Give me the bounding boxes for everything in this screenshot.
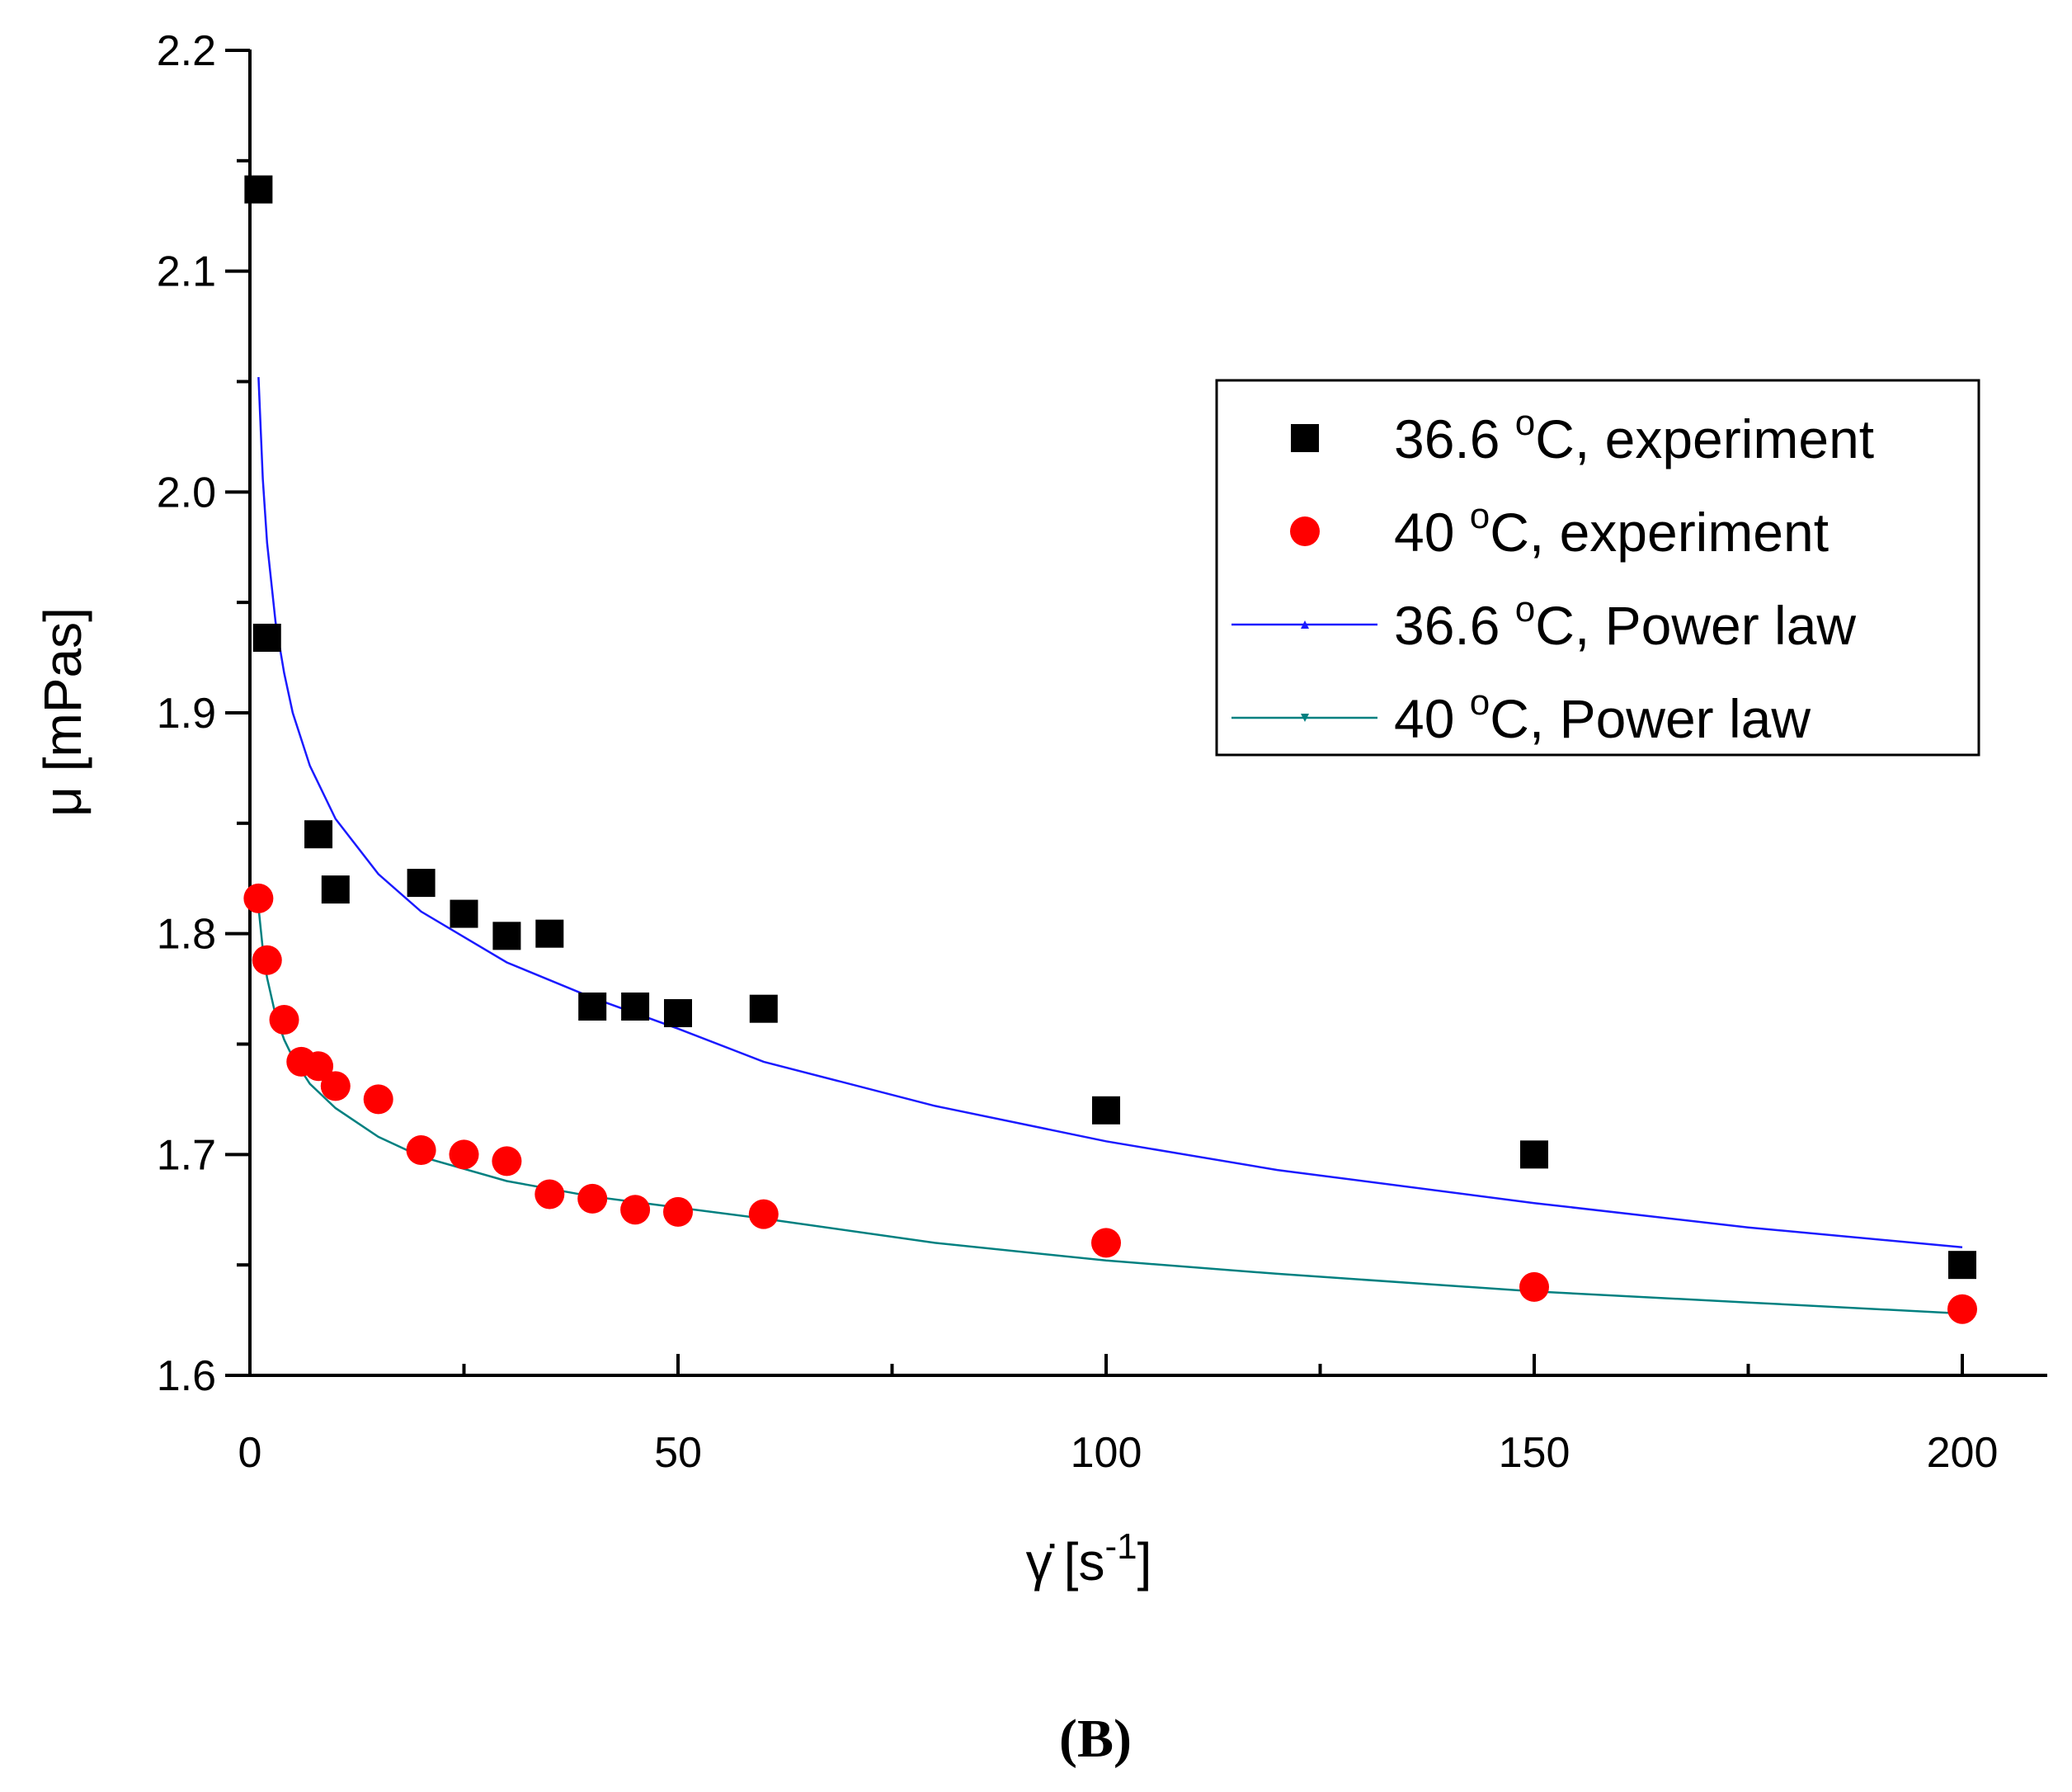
x-tick-label: 200 bbox=[1927, 1429, 1999, 1477]
y-tick-label: 2.2 bbox=[157, 27, 216, 75]
y-tick-label: 1.7 bbox=[157, 1131, 216, 1179]
data-point-circle bbox=[252, 945, 282, 975]
legend-label: 40 oC, Power law bbox=[1394, 682, 1811, 749]
legend-marker bbox=[1301, 620, 1309, 629]
x-tick-label: 100 bbox=[1071, 1429, 1142, 1477]
data-point-circle bbox=[449, 1139, 479, 1170]
legend-label: 36.6 oC, Power law bbox=[1394, 589, 1856, 656]
data-point-square bbox=[578, 992, 607, 1021]
legend-label-main: 36.6 bbox=[1394, 595, 1515, 656]
legend-label-rest: C, Power law bbox=[1535, 595, 1856, 656]
x-axis-label: γ̇ [s-1] bbox=[1026, 1526, 1152, 1592]
legend-marker bbox=[1291, 424, 1319, 452]
legend-label-degree: o bbox=[1515, 403, 1535, 443]
y-tick-label: 2.0 bbox=[157, 469, 216, 516]
legend-label-rest: C, experiment bbox=[1535, 408, 1874, 469]
y-tick-label: 1.9 bbox=[157, 690, 216, 738]
legend-label-degree: o bbox=[1515, 589, 1535, 630]
data-point-circle bbox=[492, 1146, 522, 1177]
data-point-circle bbox=[320, 1071, 351, 1101]
legend-label-rest: C, Power law bbox=[1490, 688, 1811, 749]
data-point-circle bbox=[534, 1179, 565, 1210]
data-point-square bbox=[450, 899, 478, 928]
data-point-circle bbox=[1947, 1294, 1977, 1324]
legend-label-degree: o bbox=[1470, 496, 1490, 536]
legend-marker bbox=[1290, 516, 1320, 546]
data-point-square bbox=[664, 999, 692, 1028]
legend-label-degree: o bbox=[1470, 682, 1490, 723]
data-point-square bbox=[244, 175, 273, 204]
x-axis-label-symbol: γ̇ bbox=[1026, 1532, 1055, 1592]
data-point-circle bbox=[269, 1005, 299, 1035]
legend-marker bbox=[1301, 714, 1309, 722]
y-tick-label: 1.6 bbox=[157, 1352, 216, 1400]
legend-label-main: 40 bbox=[1394, 688, 1470, 749]
data-markers bbox=[243, 175, 1977, 1324]
legend-label: 36.6 oC, experiment bbox=[1394, 403, 1874, 469]
y-axis-label: μ [mPas] bbox=[33, 607, 92, 817]
data-point-square bbox=[749, 994, 778, 1023]
data-point-circle bbox=[1519, 1271, 1549, 1302]
legend-label-main: 36.6 bbox=[1394, 408, 1515, 469]
x-axis-label-unit: [s bbox=[1064, 1532, 1105, 1592]
y-tick-label: 1.8 bbox=[157, 911, 216, 959]
data-point-circle bbox=[577, 1183, 608, 1214]
x-tick-label: 50 bbox=[654, 1429, 702, 1477]
x-tick-label: 150 bbox=[1499, 1429, 1570, 1477]
data-point-circle bbox=[243, 883, 274, 913]
data-point-circle bbox=[406, 1134, 436, 1165]
data-point-circle bbox=[304, 1051, 334, 1082]
data-point-square bbox=[535, 919, 564, 948]
axis-ticks: 0 50 100 150 200 1.6 1.7 1.8 1.9 2.0 2.1 2.2 bbox=[157, 27, 1999, 1477]
x-tick-label: 0 bbox=[238, 1429, 262, 1477]
data-point-square bbox=[621, 992, 650, 1021]
panel-label: (B) bbox=[1059, 1709, 1132, 1769]
x-axis-label-sup: -1 bbox=[1104, 1526, 1137, 1567]
legend-label-main: 40 bbox=[1394, 502, 1470, 563]
data-point-circle bbox=[663, 1196, 693, 1227]
data-point-square bbox=[1520, 1140, 1548, 1169]
data-point-square bbox=[407, 869, 436, 898]
data-point-square bbox=[304, 820, 333, 849]
data-point-square bbox=[492, 922, 521, 950]
x-axis-label-close: ] bbox=[1137, 1532, 1152, 1592]
data-point-circle bbox=[363, 1084, 393, 1115]
data-point-square bbox=[1948, 1251, 1976, 1280]
data-point-square bbox=[321, 875, 350, 904]
data-point-square bbox=[252, 623, 281, 652]
data-point-circle bbox=[1091, 1228, 1121, 1258]
data-point-circle bbox=[748, 1199, 779, 1229]
legend-label: 40 oC, experiment bbox=[1394, 496, 1829, 563]
legend-label-rest: C, experiment bbox=[1490, 502, 1829, 563]
y-tick-label: 2.1 bbox=[157, 248, 216, 296]
data-point-square bbox=[1092, 1096, 1120, 1125]
data-point-circle bbox=[620, 1195, 651, 1225]
legend-box bbox=[1215, 379, 1980, 757]
